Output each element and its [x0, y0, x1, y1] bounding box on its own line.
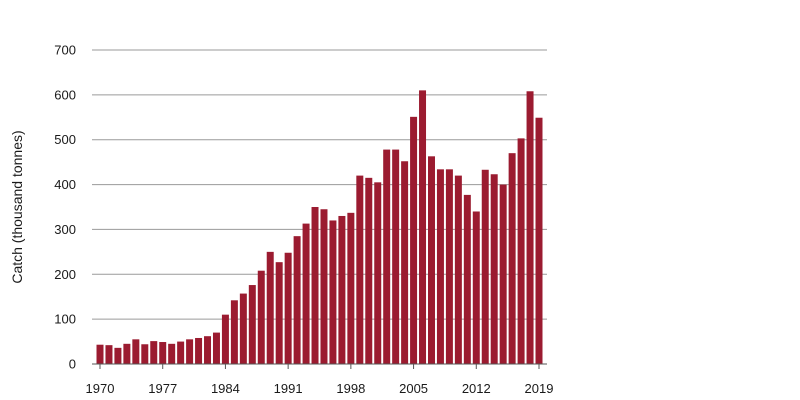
y-tick-label: 100	[54, 312, 76, 327]
bar-2002	[383, 149, 391, 364]
bar-1985	[230, 300, 238, 364]
bar-1981	[195, 337, 203, 364]
bar-2003	[392, 149, 400, 364]
x-tick-label: 1970	[86, 381, 115, 396]
bar-2015	[499, 184, 507, 364]
y-tick-label: 400	[54, 177, 76, 192]
bar-1973	[123, 343, 131, 364]
bar-2010	[454, 175, 462, 364]
y-tick-label: 0	[69, 357, 76, 372]
bar-1996	[329, 220, 337, 364]
y-tick-label: 500	[54, 132, 76, 147]
y-tick-label: 200	[54, 267, 76, 282]
bar-2004	[401, 161, 409, 364]
bar-1979	[177, 341, 185, 364]
bar-2007	[428, 156, 435, 364]
grid-lines	[92, 49, 547, 320]
x-tick-label: 2005	[399, 381, 428, 396]
bar-2005	[410, 116, 418, 364]
bar-1989	[266, 251, 274, 364]
x-tick-label: 1991	[274, 381, 303, 396]
y-tick-label: 600	[54, 87, 76, 102]
bar-1994	[311, 207, 319, 364]
y-tick-label: 300	[54, 222, 76, 237]
bar-1976	[150, 341, 158, 364]
bar-1988	[257, 270, 265, 364]
bar-1986	[239, 293, 247, 364]
bar-2006	[419, 90, 427, 365]
bar-1975	[141, 344, 149, 364]
x-tick-label: 1998	[336, 381, 365, 396]
bar-1971	[105, 345, 113, 364]
bar-2001	[374, 182, 382, 364]
bar-1995	[320, 209, 328, 364]
bar-1993	[302, 223, 310, 364]
x-tick-label: 2019	[525, 381, 554, 396]
bar-1984	[221, 314, 229, 364]
y-axis-title: Catch (thousand tonnes)	[9, 130, 25, 283]
bar-1997	[338, 215, 346, 364]
bar-1980	[186, 339, 194, 364]
bar-1978	[168, 343, 176, 364]
bar-1990	[275, 262, 283, 364]
bar-2017	[517, 138, 525, 364]
bar-2012	[472, 211, 480, 364]
axes: 0 100 200 300 400 500 600 700 1970 1977 1984 1991 19…	[54, 43, 553, 397]
bar-1983	[212, 332, 220, 364]
x-tick-label: 1984	[211, 381, 240, 396]
bar-2009	[445, 169, 453, 364]
bar-2011	[463, 194, 471, 364]
y-tick-label: 700	[54, 43, 76, 58]
bar-1998	[347, 212, 355, 364]
bar-1987	[248, 285, 256, 364]
bar-2000	[365, 177, 373, 364]
bar-1991	[284, 252, 292, 364]
bar-2008	[436, 169, 444, 364]
bar-2016	[508, 153, 516, 364]
bar-2014	[490, 174, 498, 364]
bar-1982	[204, 336, 212, 364]
bars	[96, 90, 543, 365]
x-tick-label: 1977	[148, 381, 177, 396]
bar-2019	[535, 117, 543, 364]
x-tick-label: 2012	[462, 381, 491, 396]
bar-2018	[526, 91, 534, 365]
bar-1974	[132, 339, 140, 364]
bar-1992	[293, 236, 301, 364]
bar-1999	[356, 175, 364, 364]
bar-1972	[114, 347, 122, 364]
bar-1977	[159, 342, 167, 364]
bar-1970	[96, 344, 104, 364]
bar-2013	[481, 169, 489, 364]
